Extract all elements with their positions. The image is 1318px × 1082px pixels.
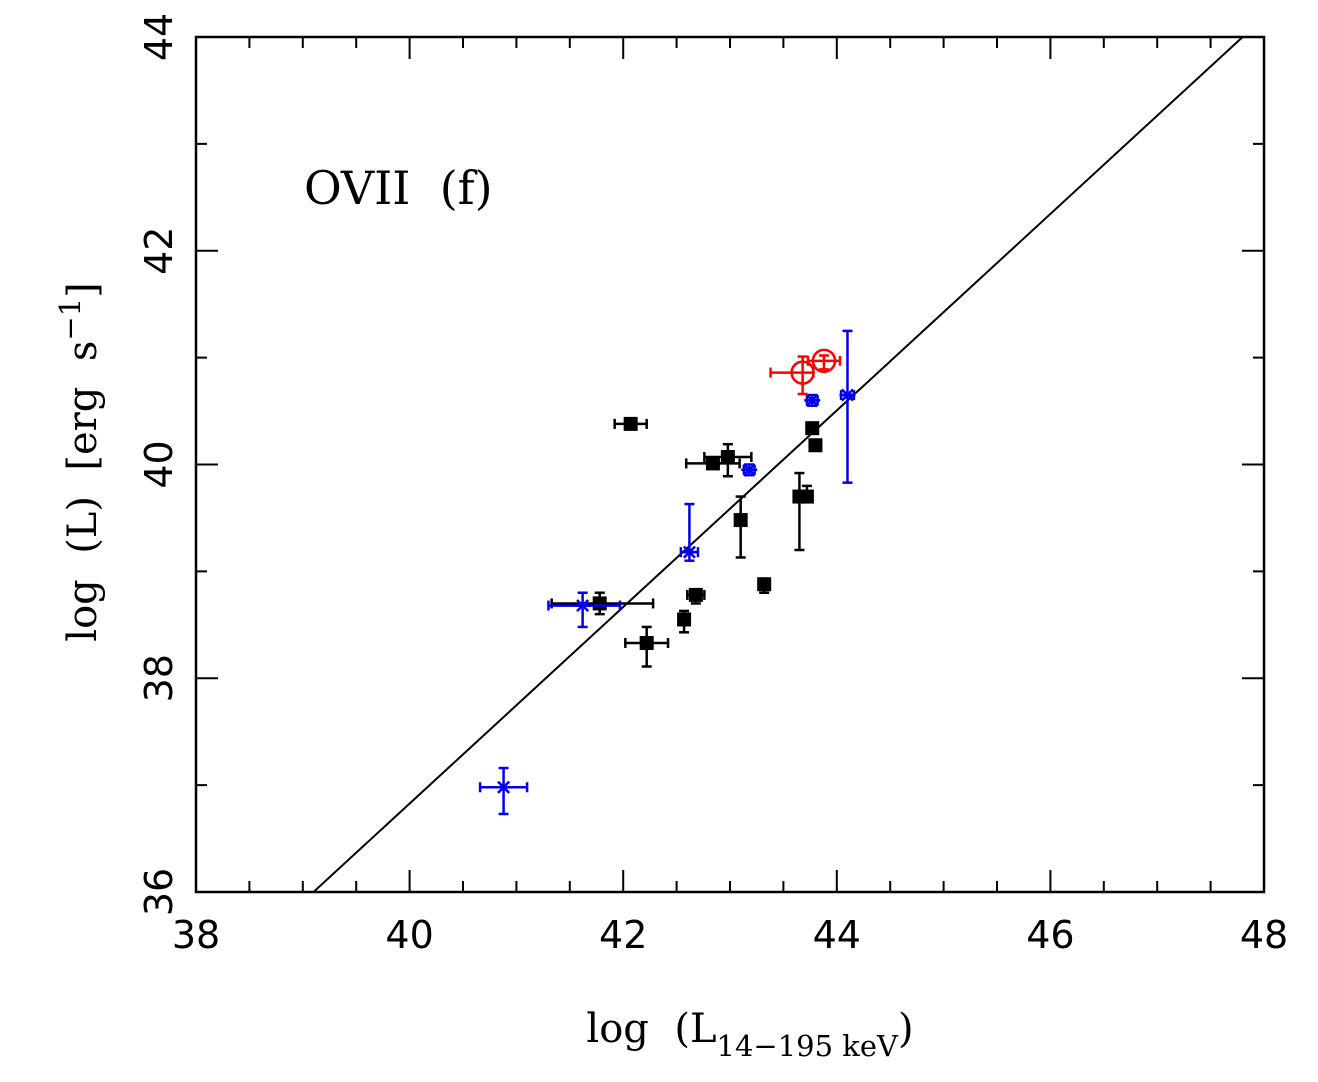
y-axis-title-main: log (L) [erg s (60, 341, 106, 642)
x-tick-label: 46 (1026, 913, 1074, 957)
square-marker (808, 438, 823, 453)
series-crosses (478, 329, 856, 816)
asterisk-marker (742, 463, 756, 477)
x-axis-title-subscript: 14−195 keV (717, 1029, 900, 1063)
asterisk-marker (840, 388, 854, 402)
circle-marker (811, 348, 837, 374)
x-tick-label: 48 (1240, 913, 1288, 957)
data-point (478, 766, 529, 816)
data-point (839, 329, 856, 484)
square-marker (799, 489, 814, 504)
square-marker (720, 450, 735, 465)
data-point (547, 591, 622, 629)
square-marker (677, 612, 692, 627)
square-marker (805, 421, 820, 436)
x-tick-label: 38 (172, 913, 220, 957)
points-layer (478, 329, 856, 816)
y-tick-label: 42 (137, 227, 181, 275)
data-point (808, 438, 823, 453)
y-tick-labels: 36 38 40 42 44 (137, 13, 181, 916)
y-axis-title: log (L) [erg s−1] (53, 282, 106, 641)
y-tick-label: 44 (137, 13, 181, 61)
data-point (677, 609, 692, 634)
data-point (741, 463, 758, 477)
data-point (804, 393, 821, 407)
x-tick-label: 44 (813, 913, 861, 957)
asterisk-marker (497, 780, 511, 794)
y-tick-label: 40 (137, 440, 181, 488)
data-point (806, 348, 842, 374)
chart-annotation: OVII (f) (304, 161, 493, 215)
square-marker (639, 635, 654, 650)
circle-marker (790, 360, 815, 385)
y-tick-label: 38 (137, 654, 181, 702)
square-marker (757, 577, 772, 592)
data-point (550, 591, 655, 616)
series-circles (769, 348, 842, 396)
x-tick-label: 40 (385, 913, 433, 957)
data-point (686, 587, 706, 605)
x-axis-title-close: ) (898, 1006, 914, 1052)
x-axis-title-main: log (L (586, 1006, 716, 1052)
x-axis-title: log (L14−195 keV) (586, 1006, 913, 1063)
data-point (757, 577, 772, 594)
square-marker (592, 596, 607, 611)
fit-line-layer (312, 36, 1244, 893)
series-squares (550, 416, 823, 668)
square-marker (688, 587, 703, 602)
data-point (792, 471, 807, 552)
fit-line (312, 36, 1244, 893)
data-point (799, 484, 814, 504)
ticks-layer (195, 36, 1265, 893)
y-axis-title-close: ] (60, 282, 106, 298)
data-point (733, 495, 748, 559)
y-tick-label: 36 (137, 868, 181, 916)
data-point (624, 625, 670, 668)
data-point (703, 442, 753, 478)
data-point (805, 421, 820, 436)
asterisk-marker (682, 545, 696, 559)
x-tick-labels: 38 40 42 44 46 48 (172, 913, 1288, 957)
data-point (613, 416, 648, 431)
square-marker (623, 416, 638, 431)
x-tick-label: 42 (599, 913, 647, 957)
y-axis-title-superscript: −1 (53, 298, 87, 341)
square-marker (705, 456, 720, 471)
square-marker (733, 513, 748, 528)
data-point (769, 355, 815, 396)
asterisk-marker (576, 599, 590, 613)
data-point (679, 502, 700, 562)
asterisk-marker (805, 393, 819, 407)
